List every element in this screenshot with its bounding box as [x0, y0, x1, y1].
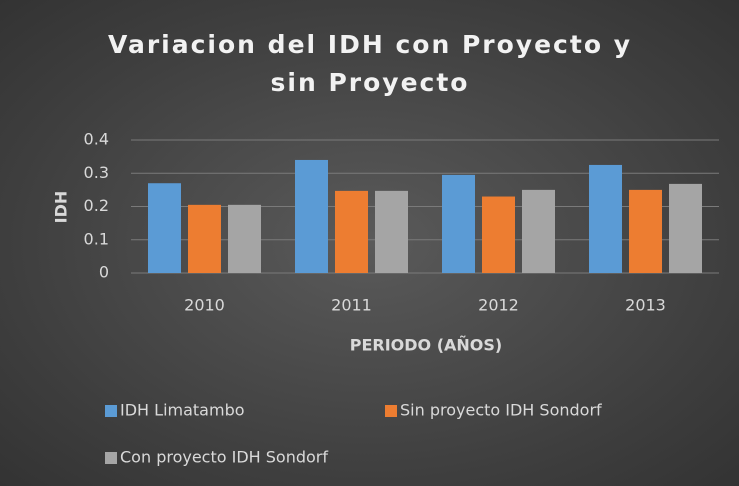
legend-label: IDH Limatambo — [120, 401, 245, 420]
bar — [188, 204, 221, 273]
x-tick-label: 2012 — [478, 296, 519, 315]
x-axis-label: PERIODO (AÑOS) — [350, 336, 503, 355]
bar — [629, 189, 662, 273]
y-tick-label: 0.4 — [84, 130, 109, 149]
bar — [669, 183, 702, 273]
legend-swatch — [385, 405, 397, 417]
x-tick-label: 2013 — [625, 296, 666, 315]
bar — [375, 190, 408, 273]
bar — [148, 183, 181, 273]
bar — [295, 159, 328, 273]
bar — [482, 196, 515, 273]
y-axis-label: IDH — [52, 191, 71, 224]
y-tick-label: 0 — [99, 263, 109, 282]
bar — [589, 164, 622, 273]
legend-swatch — [105, 405, 117, 417]
bar — [228, 204, 261, 273]
y-tick-label: 0.2 — [84, 196, 109, 215]
bar — [522, 189, 555, 273]
x-tick-label: 2011 — [331, 296, 372, 315]
legend-label: Con proyecto IDH Sondorf — [120, 448, 328, 467]
bar — [335, 190, 368, 273]
legend-label: Sin proyecto IDH Sondorf — [400, 401, 602, 420]
y-tick-label: 0.3 — [84, 163, 109, 182]
chart-title: Variacion del IDH con Proyecto y sin Pro… — [107, 30, 632, 97]
legend-swatch — [105, 452, 117, 464]
x-tick-label: 2010 — [184, 296, 225, 315]
bar — [442, 174, 475, 273]
y-tick-label: 0.1 — [84, 229, 109, 248]
